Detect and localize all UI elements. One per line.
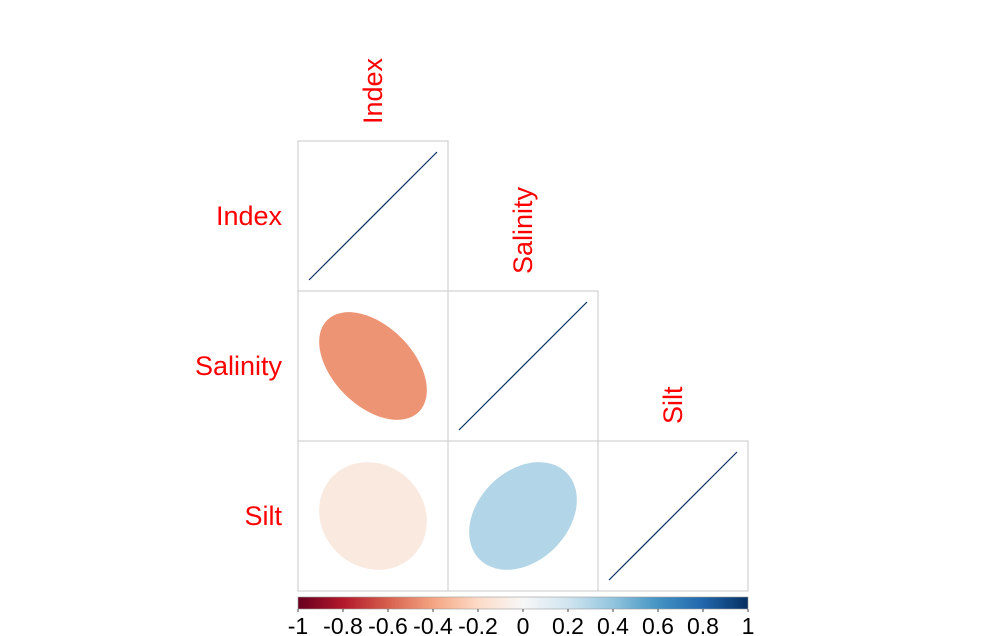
cell-index-index <box>297 140 449 292</box>
cell-salinity-index-ellipse <box>319 312 427 420</box>
correlation-cells <box>297 140 749 592</box>
colorbar-tick-label: -0.6 <box>368 613 408 636</box>
cell-silt-index <box>297 440 449 592</box>
colorbar-tick-label: -1 <box>288 613 308 636</box>
colorbar-tick-label: 0.8 <box>687 613 719 636</box>
cell-silt-silt <box>597 440 749 592</box>
row-label-silt: Silt <box>244 501 282 531</box>
cell-silt-silt-ellipse <box>608 451 738 581</box>
cell-silt-index-ellipse <box>319 462 427 570</box>
row-labels: Index Salinity Silt <box>195 201 283 531</box>
colorbar-tick-label: -0.2 <box>458 613 498 636</box>
cell-index-index-ellipse <box>308 151 438 281</box>
cell-salinity-index <box>297 290 449 442</box>
colorbar: -1 -0.8 -0.6 -0.4 -0.2 0 0.2 0.4 0.6 0.8 1 <box>288 596 755 636</box>
cell-silt-salinity <box>447 440 599 592</box>
colorbar-tick-label: 0 <box>517 613 530 636</box>
column-label-index: Index <box>358 57 388 124</box>
row-label-salinity: Salinity <box>195 351 283 381</box>
cell-salinity-salinity <box>447 290 599 442</box>
colorbar-tick-label: -0.4 <box>413 613 453 636</box>
column-label-salinity: Salinity <box>508 186 538 274</box>
row-label-index: Index <box>216 201 283 231</box>
colorbar-tick-label: 1 <box>742 613 755 636</box>
colorbar-tick-label: 0.4 <box>597 613 629 636</box>
colorbar-tick-label: 0.2 <box>552 613 584 636</box>
column-labels: Index Salinity Silt <box>358 57 688 424</box>
cell-salinity-salinity-ellipse <box>458 301 588 431</box>
colorbar-tick-label: 0.6 <box>642 613 674 636</box>
cell-silt-salinity-ellipse <box>469 462 577 570</box>
column-label-silt: Silt <box>658 386 688 424</box>
colorbar-tick-label: -0.8 <box>323 613 363 636</box>
colorbar-gradient <box>297 596 749 610</box>
